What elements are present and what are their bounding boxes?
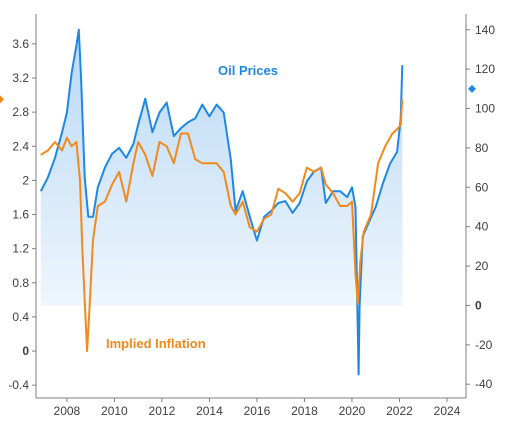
left-tick-label: -0.4 [8,378,29,392]
x-axis-ticks: 2008 2010 2012 2014 2016 2018 2020 2022 2024 [54,398,461,418]
right-tick-label: 120 [475,62,495,76]
left-tick-label: 0.8 [12,276,29,290]
right-tick-label: 20 [475,259,489,273]
left-tick-label: 2 [22,173,29,187]
left-tick-label: 2.8 [12,105,29,119]
left-tick-label: 2.4 [12,139,29,153]
right-tick-label: 140 [475,23,495,37]
x-tick-label: 2014 [196,404,223,418]
left-tick-label: 0 [22,344,29,358]
left-tick-label: 0.4 [12,310,29,324]
x-tick-label: 2020 [339,404,366,418]
right-tick-label: 40 [475,220,489,234]
right-tick-label: 60 [475,180,489,194]
right-tick-label: -40 [475,377,493,391]
left-tick-label: 3.6 [12,37,29,51]
right-tick-label: -20 [475,338,493,352]
right-axis-ticks: -40 -20 0 20 40 60 80 100 120 140 [466,23,495,391]
x-tick-label: 2010 [101,404,128,418]
left-tick-label: 3.2 [12,71,29,85]
x-tick-label: 2018 [291,404,318,418]
series-lines-layer [39,28,404,376]
left-axis-ticks: -0.4 0 0.4 0.8 1.2 1.6 2 2.4 2.8 3.2 3.6 [8,37,36,392]
x-tick-label: 2022 [386,404,413,418]
left-tick-label: 1.6 [12,208,29,222]
right-tick-label: 80 [475,141,489,155]
x-tick-label: 2008 [54,404,81,418]
left-tick-label: 1.2 [12,242,29,256]
right-tick-label: 100 [475,102,495,116]
end-markers-layer [0,84,476,104]
inflation-last-value-marker [0,95,4,104]
inflation-series-label: Implied Inflation [106,336,206,351]
x-tick-label: 2016 [244,404,271,418]
right-tick-label: 0 [475,298,482,312]
oil-price-line [39,28,404,376]
x-tick-label: 2024 [434,404,461,418]
implied-inflation-line [40,99,404,353]
oil-area-fill [40,29,403,306]
oil-last-value-marker [468,84,476,93]
oil-series-label: Oil Prices [218,63,278,78]
oil-area-fill-layer [40,29,403,306]
x-tick-label: 2012 [149,404,176,418]
